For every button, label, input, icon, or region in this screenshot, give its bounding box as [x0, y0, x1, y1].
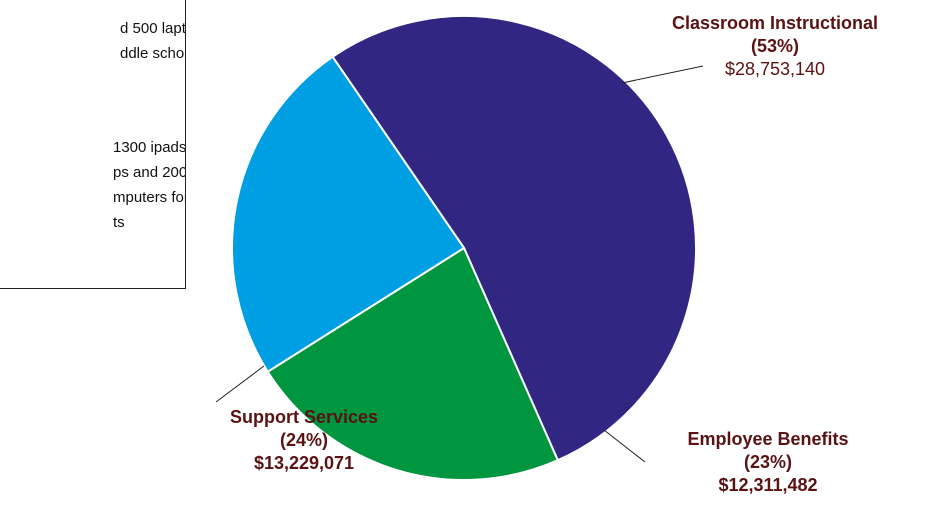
slice-name: Classroom Instructional [640, 12, 910, 35]
slice-name: Employee Benefits [653, 428, 883, 451]
slice-name: Support Services [189, 406, 419, 429]
slice-label-support: Support Services (24%) $13,229,071 [397, 406, 627, 475]
slice-value: $12,311,482 [653, 474, 883, 497]
slice-percent: (23%) [653, 451, 883, 474]
slice-label-benefits: Employee Benefits (23%) $12,311,482 [653, 428, 883, 497]
slice-percent: (53%) [640, 35, 910, 58]
slice-value: $28,753,140 [640, 58, 910, 81]
slice-percent: (24%) [189, 429, 419, 452]
slice-value: $13,229,071 [189, 452, 419, 475]
slice-label-classroom: Classroom Instructional (53%) $28,753,14… [640, 12, 910, 81]
leader-line-support [216, 366, 264, 402]
